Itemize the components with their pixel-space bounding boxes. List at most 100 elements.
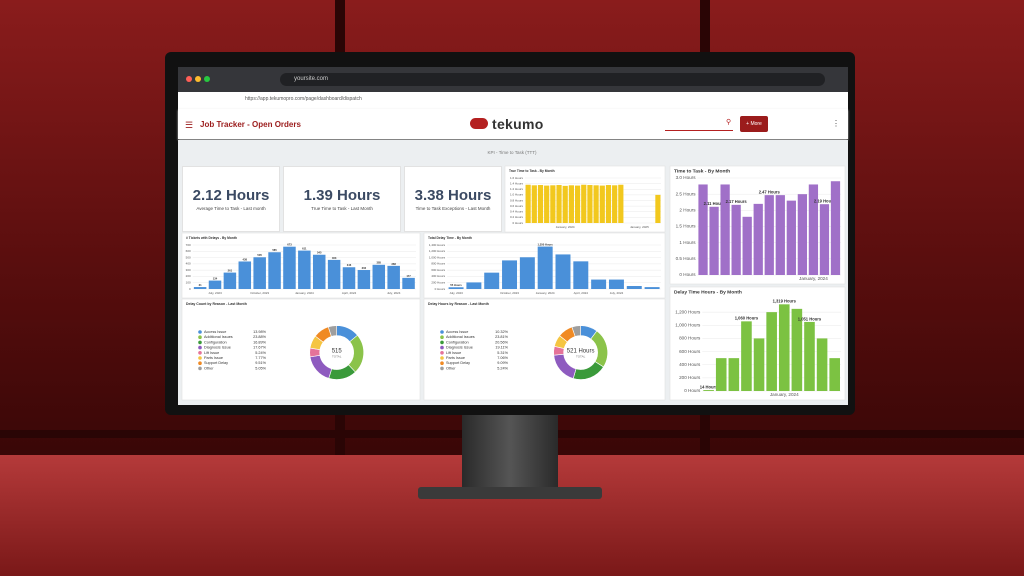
data-label: 2.47 Hours bbox=[759, 189, 781, 194]
y-tick-label: 0 Hours bbox=[684, 388, 701, 393]
y-tick-label: 800 Hours bbox=[679, 336, 701, 341]
data-label: 14 Hours bbox=[700, 384, 718, 389]
legend-value: 5.05% bbox=[255, 366, 266, 370]
x-tick-label: January, 2024 bbox=[799, 276, 828, 281]
bar bbox=[728, 358, 740, 391]
bar bbox=[608, 279, 624, 289]
chart-title: Delay Count by Reason - Last Month bbox=[186, 302, 247, 306]
bar bbox=[720, 184, 730, 275]
y-tick-label: 1.0 Hours bbox=[510, 193, 524, 197]
kebab-menu[interactable]: ⋮ bbox=[832, 119, 840, 128]
bar bbox=[550, 185, 556, 223]
donut-slice bbox=[327, 325, 337, 337]
monitor-base bbox=[418, 487, 602, 499]
search-icon[interactable]: ⚲ bbox=[726, 119, 732, 126]
x-tick-label: October, 2023 bbox=[250, 291, 269, 295]
bar bbox=[555, 254, 571, 289]
search-field[interactable] bbox=[665, 130, 733, 131]
bar bbox=[819, 204, 830, 275]
bar bbox=[283, 246, 296, 289]
menu-icon[interactable]: ☰ bbox=[185, 120, 194, 130]
legend-swatch bbox=[198, 361, 202, 366]
data-label: 505 bbox=[257, 253, 262, 257]
y-tick-label: 1,000 Hours bbox=[429, 255, 446, 259]
legend-value: 16.89% bbox=[253, 340, 267, 344]
bar bbox=[327, 259, 341, 289]
bar bbox=[268, 252, 281, 289]
bar bbox=[537, 185, 544, 223]
y-tick-label: 0.5 Hours bbox=[676, 256, 697, 261]
legend-value: 19.11% bbox=[495, 346, 508, 350]
kpi-card: 1.39 Hours True Time to Task - Last Mont… bbox=[283, 166, 401, 232]
bar bbox=[605, 185, 612, 223]
chart-title: Delay Hours by Reason - Last Month bbox=[428, 302, 489, 306]
bar bbox=[593, 185, 599, 223]
chart-title: True Time to Task - By Month bbox=[509, 169, 555, 173]
kpi-card: 3.38 Hours Time to Task Exceptions - Las… bbox=[404, 166, 502, 232]
bar bbox=[626, 286, 642, 289]
data-label: 55 Hours bbox=[450, 283, 462, 287]
bar bbox=[644, 287, 660, 289]
legend-swatch bbox=[198, 366, 202, 371]
x-tick-label: October, 2023 bbox=[500, 291, 519, 295]
kpi-card: 2.12 Hours Average Time to Task - Last m… bbox=[182, 166, 280, 232]
bar bbox=[193, 287, 207, 289]
bar bbox=[655, 194, 661, 223]
data-label: 2.17 Hours bbox=[726, 199, 748, 204]
tab-url[interactable]: yoursite.com bbox=[280, 73, 825, 86]
bar bbox=[830, 181, 841, 275]
data-label: 585 bbox=[272, 248, 277, 252]
bar bbox=[775, 195, 785, 275]
bar bbox=[573, 261, 589, 289]
legend-swatch bbox=[440, 335, 444, 340]
y-tick-label: 500 bbox=[186, 255, 191, 259]
address-text[interactable]: https://app.tekumopro.com/page/dashboard… bbox=[245, 96, 362, 102]
legend-value: 7.77% bbox=[255, 356, 266, 360]
bar bbox=[731, 204, 741, 275]
bar bbox=[612, 185, 618, 223]
kpi-label: Time to Task Exceptions - Last Month bbox=[415, 206, 491, 211]
chart-card bbox=[423, 298, 666, 401]
bar bbox=[741, 321, 752, 391]
data-label: 302 bbox=[362, 266, 367, 270]
bar bbox=[357, 270, 371, 289]
maximize-button[interactable] bbox=[204, 76, 210, 82]
more-button[interactable]: + More bbox=[740, 116, 768, 132]
data-label: 368 bbox=[391, 262, 396, 266]
chart-title: Delay Time Hours - By Month bbox=[674, 289, 742, 295]
donut-center-value: 521 Hours bbox=[567, 349, 595, 355]
bar bbox=[502, 260, 518, 289]
legend-label: Other bbox=[446, 366, 456, 370]
legend-swatch bbox=[198, 356, 202, 360]
x-tick-label: July, 2024 bbox=[610, 291, 624, 295]
donut-center-label: TOTAL bbox=[576, 354, 586, 358]
legend-swatch bbox=[440, 356, 444, 360]
x-tick-label: July, 2024 bbox=[387, 291, 401, 295]
logo[interactable]: tekumo bbox=[492, 116, 544, 132]
bar bbox=[587, 185, 593, 223]
bar bbox=[698, 184, 708, 275]
bar bbox=[484, 272, 500, 289]
data-label: 545 bbox=[317, 251, 322, 255]
bar bbox=[766, 312, 777, 391]
legend-swatch bbox=[440, 351, 444, 355]
bar bbox=[715, 358, 727, 391]
data-label: 438 bbox=[243, 257, 248, 261]
x-tick-label: January, 2025 bbox=[630, 225, 649, 229]
legend-swatch bbox=[198, 340, 202, 345]
y-tick-label: 1 Hours bbox=[679, 240, 696, 245]
bar bbox=[223, 272, 237, 289]
y-tick-label: 0 bbox=[189, 287, 191, 291]
chart-title: Total Delay Time - By Month bbox=[428, 236, 472, 240]
minimize-button[interactable] bbox=[195, 76, 201, 82]
chart-card bbox=[181, 298, 421, 401]
x-tick-label: January, 2024 bbox=[556, 225, 575, 229]
close-button[interactable] bbox=[186, 76, 192, 82]
legend-label: Diagnosis Issue bbox=[204, 346, 231, 350]
legend-label: Access Issue bbox=[446, 330, 468, 334]
bar bbox=[537, 246, 553, 289]
legend-value: 7.06% bbox=[497, 356, 508, 360]
bar bbox=[753, 203, 763, 275]
kpi-value: 2.12 Hours bbox=[192, 187, 270, 204]
